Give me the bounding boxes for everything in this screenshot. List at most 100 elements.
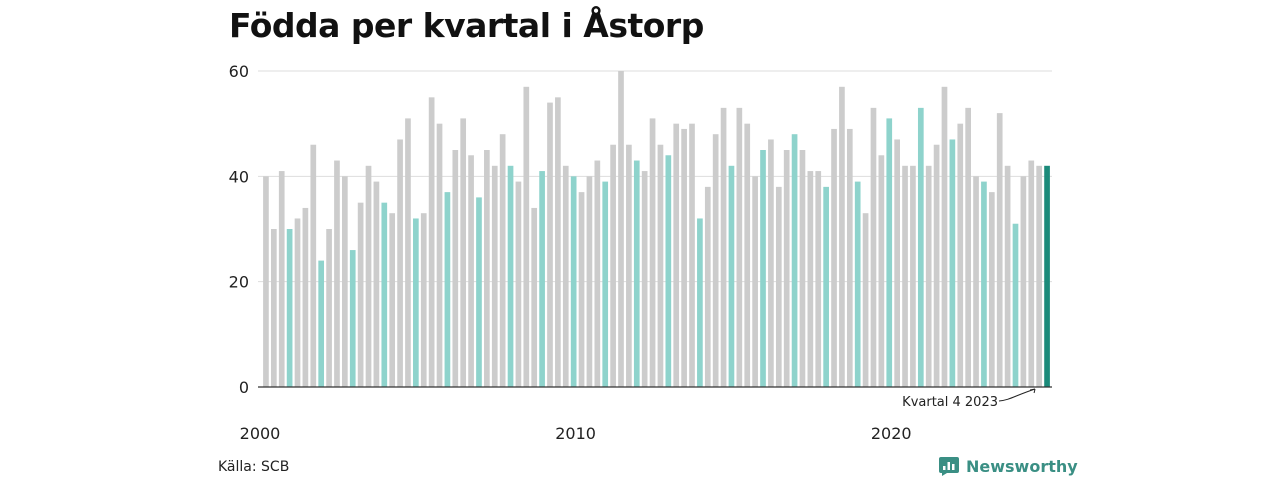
bar	[846, 128, 853, 387]
bar	[570, 176, 577, 387]
bar	[555, 97, 561, 387]
annotation-arrow	[998, 388, 1036, 402]
bar	[917, 107, 924, 387]
bar	[752, 176, 758, 387]
bar	[988, 192, 995, 387]
bar	[507, 165, 514, 387]
bar	[547, 102, 553, 387]
bar	[886, 118, 893, 388]
bar	[657, 144, 664, 387]
bar	[373, 181, 380, 387]
y-tick-label: 60	[229, 62, 249, 81]
bar	[436, 123, 443, 388]
bar	[1044, 165, 1050, 387]
y-tick-label: 0	[239, 378, 249, 397]
latest-annotation: Kvartal 4 2023	[902, 388, 1036, 410]
y-axis-ticks: 0 20 40 60	[229, 62, 249, 397]
bar	[278, 171, 285, 387]
bar	[578, 192, 585, 387]
bar	[973, 176, 979, 387]
bar	[602, 181, 609, 387]
bar	[342, 176, 348, 387]
bar	[815, 171, 822, 387]
bar	[807, 171, 814, 387]
x-tick-label: 2020	[871, 424, 912, 443]
bar	[791, 134, 798, 387]
bar	[610, 144, 616, 387]
bar	[689, 123, 695, 388]
bar	[712, 134, 719, 387]
bar	[894, 139, 900, 387]
x-tick-label: 2010	[555, 424, 596, 443]
brand-logo: Newsworthy	[938, 455, 1078, 477]
bar	[862, 213, 869, 387]
bar	[302, 207, 309, 387]
bar	[704, 186, 711, 387]
bar	[996, 113, 1003, 387]
bar	[460, 118, 467, 388]
bar	[539, 171, 545, 387]
bar	[720, 107, 727, 387]
bar	[420, 213, 427, 387]
bar	[641, 171, 648, 387]
newsworthy-icon	[939, 457, 959, 476]
bar	[768, 139, 774, 387]
bar	[870, 107, 877, 387]
bar	[681, 128, 687, 387]
bar	[626, 144, 632, 387]
bar	[476, 197, 482, 387]
bar	[799, 150, 806, 387]
bar	[902, 165, 908, 387]
bar	[428, 97, 435, 387]
bar	[736, 107, 743, 387]
bar	[499, 134, 506, 387]
bar	[744, 123, 751, 388]
y-tick-label: 40	[229, 167, 249, 186]
bar	[933, 144, 940, 387]
y-tick-label: 20	[229, 273, 249, 292]
x-tick-label: 2000	[240, 424, 281, 443]
bar	[310, 144, 317, 387]
bar	[397, 139, 403, 387]
bar	[562, 165, 569, 387]
bar	[1004, 165, 1011, 387]
bar	[586, 176, 593, 387]
bar	[957, 123, 964, 388]
bar	[633, 160, 640, 387]
bar	[405, 118, 411, 388]
bar	[649, 118, 656, 388]
bar	[673, 123, 680, 388]
source-label: Källa: SCB	[218, 459, 290, 475]
bar	[531, 207, 538, 387]
bar	[357, 202, 364, 387]
bar	[965, 107, 971, 387]
bar	[270, 229, 277, 387]
bar	[665, 155, 672, 387]
bar	[878, 155, 885, 387]
bar	[854, 181, 861, 387]
bar	[491, 165, 498, 387]
bar	[839, 86, 845, 388]
bar	[286, 229, 293, 387]
bar	[949, 139, 956, 387]
bar	[515, 181, 522, 387]
bar	[349, 250, 356, 387]
bar	[365, 165, 372, 387]
bar	[413, 218, 419, 387]
bar	[334, 160, 340, 387]
bar	[318, 260, 325, 387]
bar	[594, 160, 601, 387]
bar	[775, 186, 782, 387]
bar	[831, 128, 837, 387]
bar	[981, 181, 987, 387]
bar	[728, 165, 735, 387]
bar	[1020, 176, 1027, 387]
annotation-label: Kvartal 4 2023	[902, 395, 998, 410]
bar	[523, 86, 530, 388]
chart-title: Födda per kvartal i Åstorp	[229, 6, 704, 45]
bar	[1028, 160, 1035, 387]
bar	[910, 165, 916, 387]
bar	[468, 155, 474, 387]
bar	[941, 86, 948, 388]
